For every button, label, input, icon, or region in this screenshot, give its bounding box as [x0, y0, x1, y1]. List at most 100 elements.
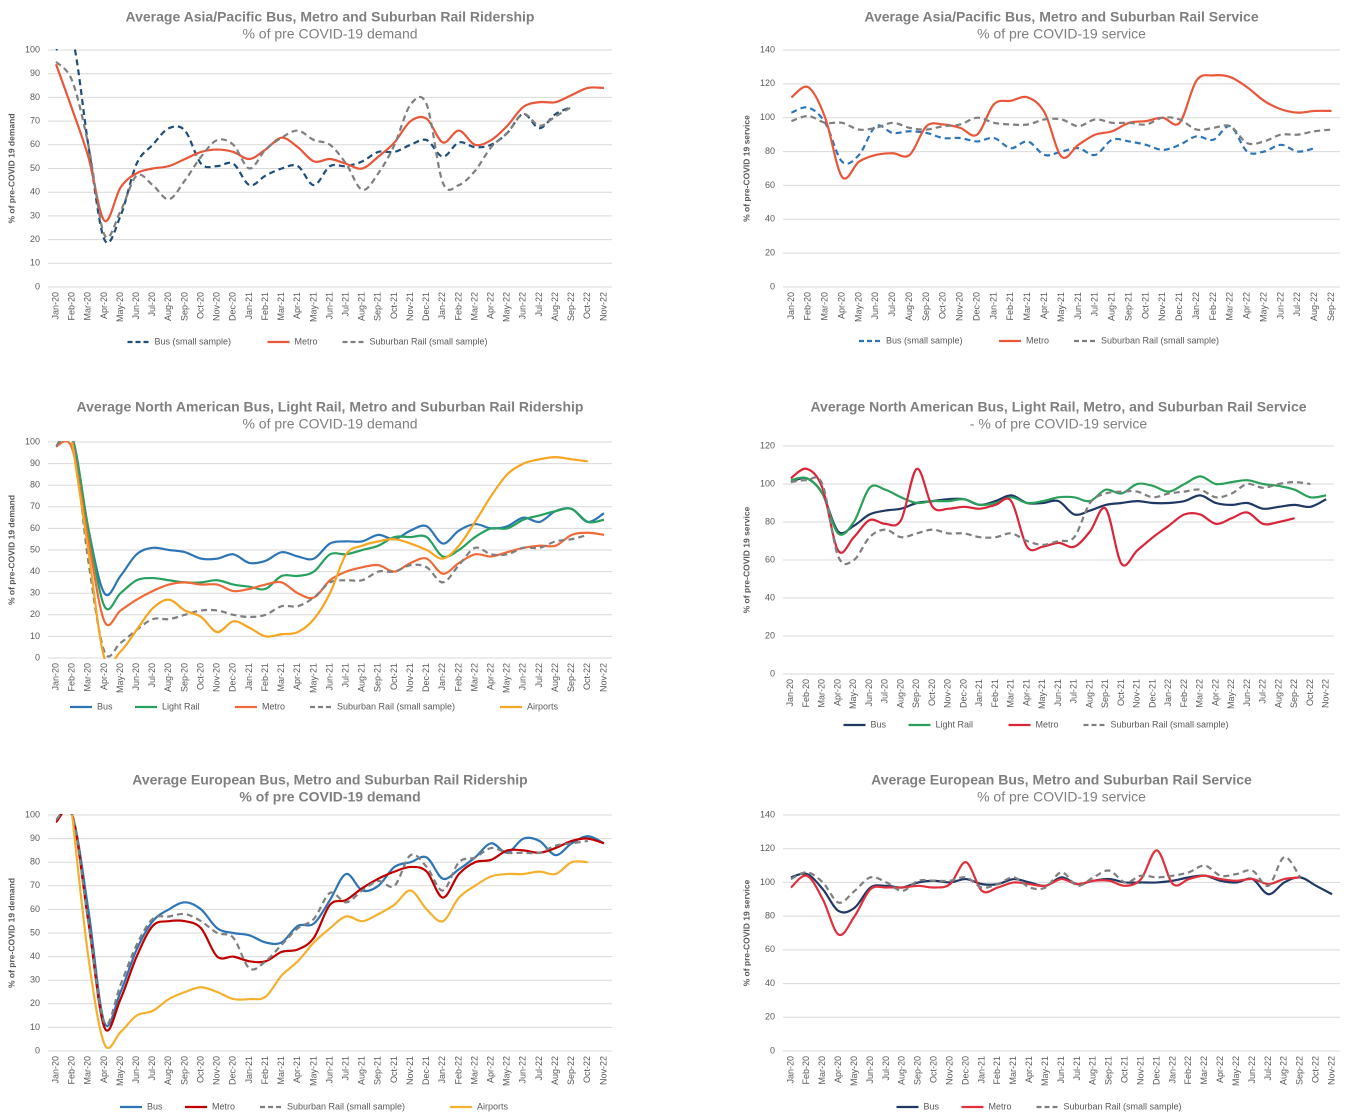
x-tick-label: Aug-20: [904, 292, 914, 321]
series-line: [55, 49, 573, 244]
x-tick-label: Jan-20: [50, 1056, 60, 1084]
x-tick-label: Sep-20: [179, 663, 189, 692]
y-tick-label: 100: [25, 809, 40, 819]
x-tick-label: Oct-21: [389, 663, 399, 690]
y-tick-label: 90: [30, 68, 40, 78]
x-tick-label: Jan-22: [437, 663, 447, 691]
x-tick-label: Jan-21: [988, 292, 998, 320]
x-tick-label: Nov-21: [405, 663, 415, 692]
legend-label: Bus: [147, 1101, 163, 1111]
x-tick-label: Jul-22: [1263, 1056, 1273, 1081]
x-tick-label: Nov-20: [944, 1056, 954, 1085]
x-tick-label: May-22: [502, 292, 512, 322]
x-tick-label: Nov-20: [943, 679, 953, 708]
x-tick-label: Mar-22: [1195, 679, 1205, 708]
legend-label: Bus (small sample): [155, 336, 232, 346]
legend-label: Metro: [989, 1101, 1012, 1111]
x-tick-label: Apr-20: [99, 1056, 109, 1083]
y-tick-label: 100: [25, 436, 40, 446]
chart-subtitle: % of pre COVID-19 demand: [239, 789, 420, 805]
y-tick-label: 40: [30, 566, 40, 576]
x-tick-label: Mar-22: [469, 1056, 479, 1085]
x-tick-label: Dec-20: [228, 1056, 238, 1085]
x-tick-label: Jul-21: [340, 1056, 350, 1081]
y-tick-label: 20: [765, 248, 775, 258]
y-tick-label: 0: [770, 668, 775, 678]
x-tick-label: Dec-20: [971, 292, 981, 321]
x-tick-label: Aug-20: [163, 1056, 173, 1085]
x-tick-label: Apr-22: [486, 663, 496, 690]
x-tick-label: Apr-22: [486, 292, 496, 319]
chart-title: Average North American Bus, Light Rail, …: [810, 399, 1306, 415]
x-tick-label: Jun-20: [870, 292, 880, 320]
y-axis-label: % of pre-COVID 19 service: [741, 506, 751, 613]
x-tick-label: Sep-20: [179, 1056, 189, 1085]
x-tick-label: Apr-21: [1024, 1056, 1034, 1083]
x-tick-label: Oct-20: [929, 1056, 939, 1083]
x-tick-label: Nov-22: [598, 292, 608, 321]
x-tick-label: Jan-20: [50, 292, 60, 320]
chart-title: Average European Bus, Metro and Suburban…: [871, 772, 1252, 788]
x-tick-label: Mar-21: [1022, 292, 1032, 321]
x-tick-label: Jun-20: [131, 1056, 141, 1084]
y-tick-label: 0: [770, 1045, 775, 1055]
y-axis-label: % of pre-COVID 19 service: [741, 115, 751, 222]
series-line: [55, 814, 588, 1026]
chart-panel: Average Asia/Pacific Bus, Metro and Subu…: [741, 9, 1340, 345]
legend-label: Bus: [924, 1101, 940, 1111]
x-tick-label: Jun-22: [518, 292, 528, 320]
legend-label: Metro: [212, 1101, 235, 1111]
x-tick-label: Jun-20: [131, 663, 141, 691]
x-tick-label: Jan-22: [437, 292, 447, 320]
x-tick-label: Feb-22: [1183, 1056, 1193, 1085]
y-tick-label: 70: [30, 115, 40, 125]
x-tick-label: Nov-21: [1135, 1056, 1145, 1085]
x-tick-label: Aug-20: [163, 663, 173, 692]
x-tick-label: Dec-21: [1151, 1056, 1161, 1085]
series-line: [55, 814, 605, 1032]
legend-label: Bus: [871, 719, 887, 729]
x-tick-label: Mar-21: [276, 663, 286, 692]
x-tick-label: Apr-21: [292, 1056, 302, 1083]
y-tick-label: 0: [770, 281, 775, 291]
x-tick-label: Aug-22: [1279, 1056, 1289, 1085]
x-tick-label: Feb-20: [67, 663, 77, 692]
y-tick-label: 50: [30, 927, 40, 937]
x-tick-label: Jul-21: [340, 292, 350, 317]
x-tick-label: Jan-21: [244, 1056, 254, 1084]
x-tick-label: Feb-22: [453, 292, 463, 321]
x-tick-label: Dec-21: [421, 1056, 431, 1085]
series-line: [71, 814, 588, 1050]
x-tick-label: Apr-20: [99, 292, 109, 319]
x-tick-label: May-20: [115, 1056, 125, 1086]
y-tick-label: 140: [760, 44, 775, 54]
y-tick-label: 20: [30, 609, 40, 619]
y-tick-label: 70: [30, 501, 40, 511]
legend-label: Suburban Rail (small sample): [1111, 719, 1229, 729]
chart-subtitle: % of pre COVID-19 demand: [242, 416, 417, 432]
x-tick-label: Sep-21: [1104, 1056, 1114, 1085]
x-tick-label: Jul-22: [1258, 679, 1268, 704]
x-tick-label: Jul-20: [147, 663, 157, 688]
x-tick-label: Mar-20: [83, 663, 93, 692]
x-tick-label: Jun-20: [131, 292, 141, 320]
y-tick-label: 90: [30, 458, 40, 468]
legend-label: Metro: [1036, 719, 1059, 729]
y-tick-label: 80: [765, 146, 775, 156]
series-line: [55, 441, 589, 658]
x-tick-label: Nov-20: [212, 1056, 222, 1085]
x-tick-label: Aug-20: [897, 1056, 907, 1085]
x-tick-label: Apr-21: [1021, 679, 1031, 706]
y-tick-label: 10: [30, 631, 40, 641]
x-tick-label: Jun-20: [864, 679, 874, 707]
chart-subtitle: % of pre COVID-19 service: [977, 789, 1146, 805]
x-tick-label: Jan-21: [976, 1056, 986, 1084]
x-tick-label: Jul-22: [1292, 292, 1302, 317]
x-tick-label: Apr-22: [1242, 292, 1252, 319]
x-tick-label: Dec-20: [958, 679, 968, 708]
legend-label: Light Rail: [936, 719, 974, 729]
y-axis-label: % of pre-COVID 19 service: [741, 879, 751, 986]
x-tick-label: Feb-22: [453, 1056, 463, 1085]
x-tick-label: Mar-20: [83, 1056, 93, 1085]
x-tick-label: Nov-21: [405, 1056, 415, 1085]
